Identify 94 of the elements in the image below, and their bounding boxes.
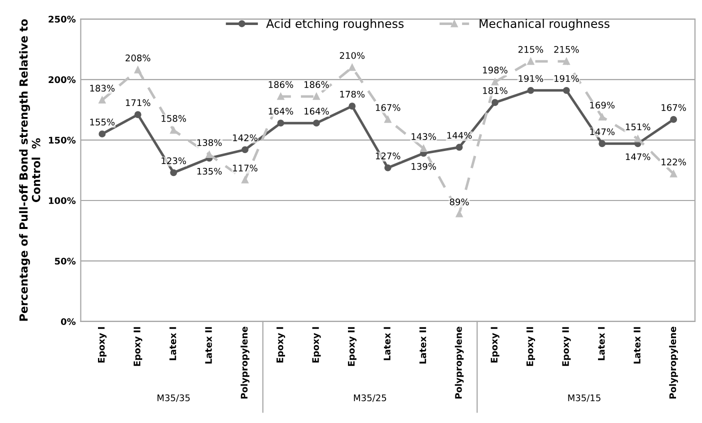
point xyxy=(492,78,498,86)
data-label: 122% xyxy=(662,158,686,166)
data-label: 139% xyxy=(412,163,436,170)
x-tick-label: Polypropylene xyxy=(454,326,464,399)
x-tick-label: Epoxy II xyxy=(348,327,357,366)
data-label: 89% xyxy=(450,198,469,206)
y-axis-title: Percentage of Pull-off Bond strength Relative to Control % xyxy=(19,19,40,321)
x-tick-label: Epoxy I xyxy=(312,327,321,363)
data-label: 169% xyxy=(590,102,615,109)
point xyxy=(170,126,178,134)
data-label: 135% xyxy=(197,168,222,175)
x-tick-label: Latex II xyxy=(205,327,212,364)
data-label: 147% xyxy=(626,153,650,160)
x-tick-label: Epoxy I xyxy=(490,327,500,363)
data-label: 191% xyxy=(518,75,544,82)
text: M35/35 xyxy=(158,394,190,402)
y-tick-label: 150% xyxy=(48,136,76,144)
x-tick-label: Latex II xyxy=(419,327,426,364)
point xyxy=(206,151,213,158)
data-label: 215% xyxy=(518,46,544,53)
data-label: 151% xyxy=(626,123,650,130)
point xyxy=(562,58,570,65)
point xyxy=(312,92,320,100)
x-tick-label: Latex I xyxy=(169,327,176,360)
point xyxy=(420,145,428,152)
point xyxy=(598,114,606,120)
point xyxy=(98,96,106,104)
text: M35/15 xyxy=(568,394,600,402)
point xyxy=(277,120,284,127)
x-tick-label: Epoxy I xyxy=(276,327,286,363)
y-tick-label: 100% xyxy=(48,197,76,204)
point xyxy=(384,116,392,123)
x-tick-label: Epoxy II xyxy=(562,327,571,366)
data-label: 208% xyxy=(126,54,150,62)
point xyxy=(134,111,142,118)
data-label: 138% xyxy=(197,139,222,146)
text: M35/25 xyxy=(354,394,386,402)
y-tick-label: 250% xyxy=(48,16,76,23)
legend-label: Acid etching roughness xyxy=(266,18,404,30)
point xyxy=(492,99,498,106)
point xyxy=(456,144,463,151)
point xyxy=(598,140,606,148)
data-label: 158% xyxy=(162,115,186,122)
point xyxy=(527,58,534,65)
y-tick-label: 0% xyxy=(60,318,76,326)
point xyxy=(134,66,142,74)
data-label: 215% xyxy=(554,46,579,53)
point xyxy=(670,116,678,123)
data-label: 183% xyxy=(90,84,115,92)
data-label: 198% xyxy=(483,66,508,74)
data-label: 167% xyxy=(662,104,686,111)
data-label: 186% xyxy=(268,81,294,88)
data-label: 171% xyxy=(126,99,150,106)
data-label: 155% xyxy=(90,118,115,126)
data-label: 123% xyxy=(162,157,186,164)
y-tick-label: 200% xyxy=(48,76,76,84)
data-label: 181% xyxy=(483,87,508,94)
point xyxy=(348,102,356,110)
data-label: 178% xyxy=(340,90,365,98)
data-label: 127% xyxy=(376,152,400,160)
point xyxy=(348,64,356,71)
point xyxy=(242,146,248,154)
data-label: 117% xyxy=(233,164,258,172)
legend-label: Mechanical roughness xyxy=(480,18,610,30)
x-tick-label: Latex II xyxy=(634,327,640,364)
data-label: 164% xyxy=(268,108,294,115)
point xyxy=(170,169,178,176)
data-label: 167% xyxy=(376,104,400,111)
x-tick-label: Polypropylene xyxy=(240,326,250,399)
x-tick-label: Epoxy II xyxy=(526,327,536,366)
x-tick-label: Latex I xyxy=(384,327,390,360)
data-label: 210% xyxy=(340,52,365,59)
point xyxy=(527,86,534,94)
point xyxy=(277,92,284,100)
point xyxy=(242,176,248,184)
point xyxy=(562,86,570,94)
data-label: 164% xyxy=(304,108,329,115)
data-label: 191% xyxy=(554,75,579,82)
data-label: 147% xyxy=(590,128,615,136)
point xyxy=(634,135,642,142)
data-label: 144% xyxy=(447,132,472,139)
y-tick-label: 50% xyxy=(54,258,76,265)
point xyxy=(98,130,106,138)
x-tick-label: Epoxy I xyxy=(98,327,107,363)
data-label: 142% xyxy=(233,134,258,142)
point xyxy=(670,170,678,178)
data-label: 143% xyxy=(412,133,436,140)
point xyxy=(312,120,320,127)
point xyxy=(384,164,392,172)
x-tick-label: Epoxy II xyxy=(134,327,142,366)
point xyxy=(456,210,463,218)
data-label: 186% xyxy=(304,81,329,88)
x-tick-label: Polypropylene xyxy=(669,326,678,399)
x-tick-label: Latex I xyxy=(598,327,605,360)
